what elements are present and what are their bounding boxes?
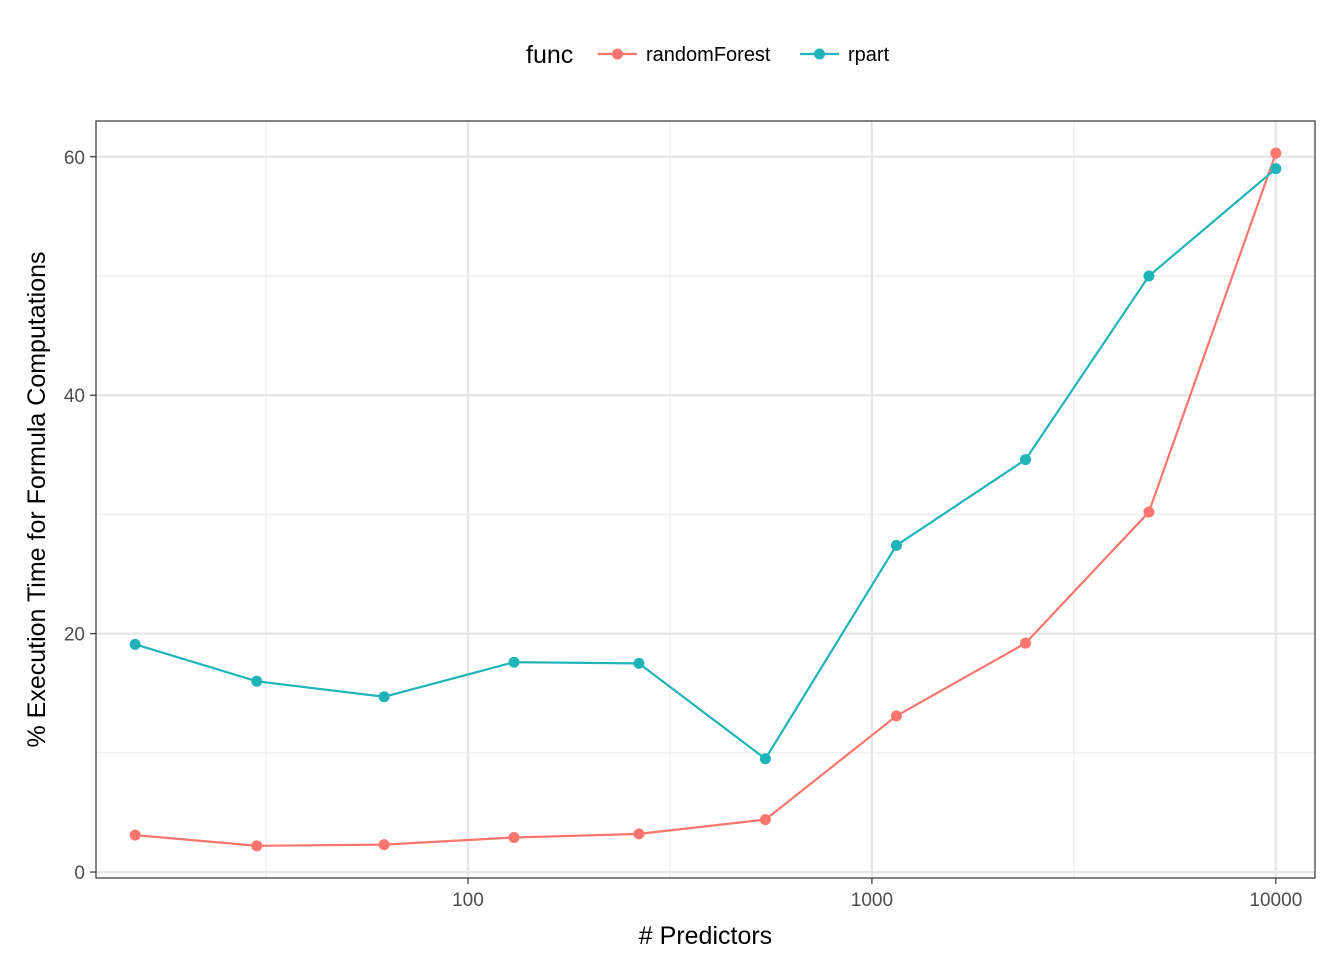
legend-item-rpart: rpart [800, 44, 890, 66]
y-axis-title: % Execution Time for Formula Computation… [23, 251, 51, 747]
data-point-randomforest [1019, 637, 1031, 649]
data-point-rpart [378, 691, 390, 703]
major-gridlines [96, 121, 1315, 878]
data-point-randomforest [129, 829, 141, 841]
series-line-randomforest [135, 152, 1277, 847]
x-axis-title: # Predictors [639, 922, 772, 950]
x-axis: 100 1000 10000 [452, 878, 1302, 911]
data-point-rpart [251, 675, 263, 687]
data-point-randomforest [508, 831, 520, 843]
legend-key-point [612, 48, 623, 60]
data-point-rpart [1143, 270, 1155, 282]
data-point-rpart [1019, 454, 1031, 466]
legend-title: func [526, 41, 573, 69]
y-axis: 0 20 40 60 [64, 148, 96, 884]
data-point-randomforest [1270, 147, 1282, 159]
y-tick-label: 20 [64, 625, 85, 646]
series-layer [129, 147, 1282, 852]
data-point-randomforest [378, 839, 390, 851]
minor-gridlines [96, 121, 1315, 878]
data-point-rpart [759, 753, 771, 765]
data-point-rpart [633, 657, 645, 669]
x-tick-label: 1000 [851, 890, 893, 911]
data-point-rpart [129, 638, 141, 650]
x-tick-label: 10000 [1249, 890, 1302, 911]
plot-panel [95, 120, 1316, 879]
data-point-rpart [508, 656, 520, 668]
legend-key-point [814, 48, 825, 60]
legend-label: randomForest [646, 44, 771, 66]
panel-border [95, 120, 1316, 879]
legend-label: rpart [848, 44, 890, 66]
data-point-randomforest [633, 828, 645, 840]
y-tick-label: 40 [64, 386, 85, 407]
data-point-rpart [1270, 163, 1282, 175]
series-line-rpart [134, 167, 1277, 760]
series-randomforest [129, 147, 1282, 852]
data-point-randomforest [759, 814, 771, 826]
legend-item-randomforest: randomForest [598, 44, 771, 66]
data-point-randomforest [1143, 506, 1155, 518]
x-tick-label: 100 [452, 890, 484, 911]
legend: func randomForest rpart [526, 41, 890, 69]
data-point-randomforest [890, 710, 902, 722]
series-rpart [129, 163, 1282, 765]
data-point-randomforest [251, 840, 263, 852]
data-point-rpart [890, 539, 902, 551]
y-tick-label: 0 [74, 863, 85, 884]
y-tick-label: 60 [64, 148, 85, 169]
panel-background [96, 121, 1315, 878]
